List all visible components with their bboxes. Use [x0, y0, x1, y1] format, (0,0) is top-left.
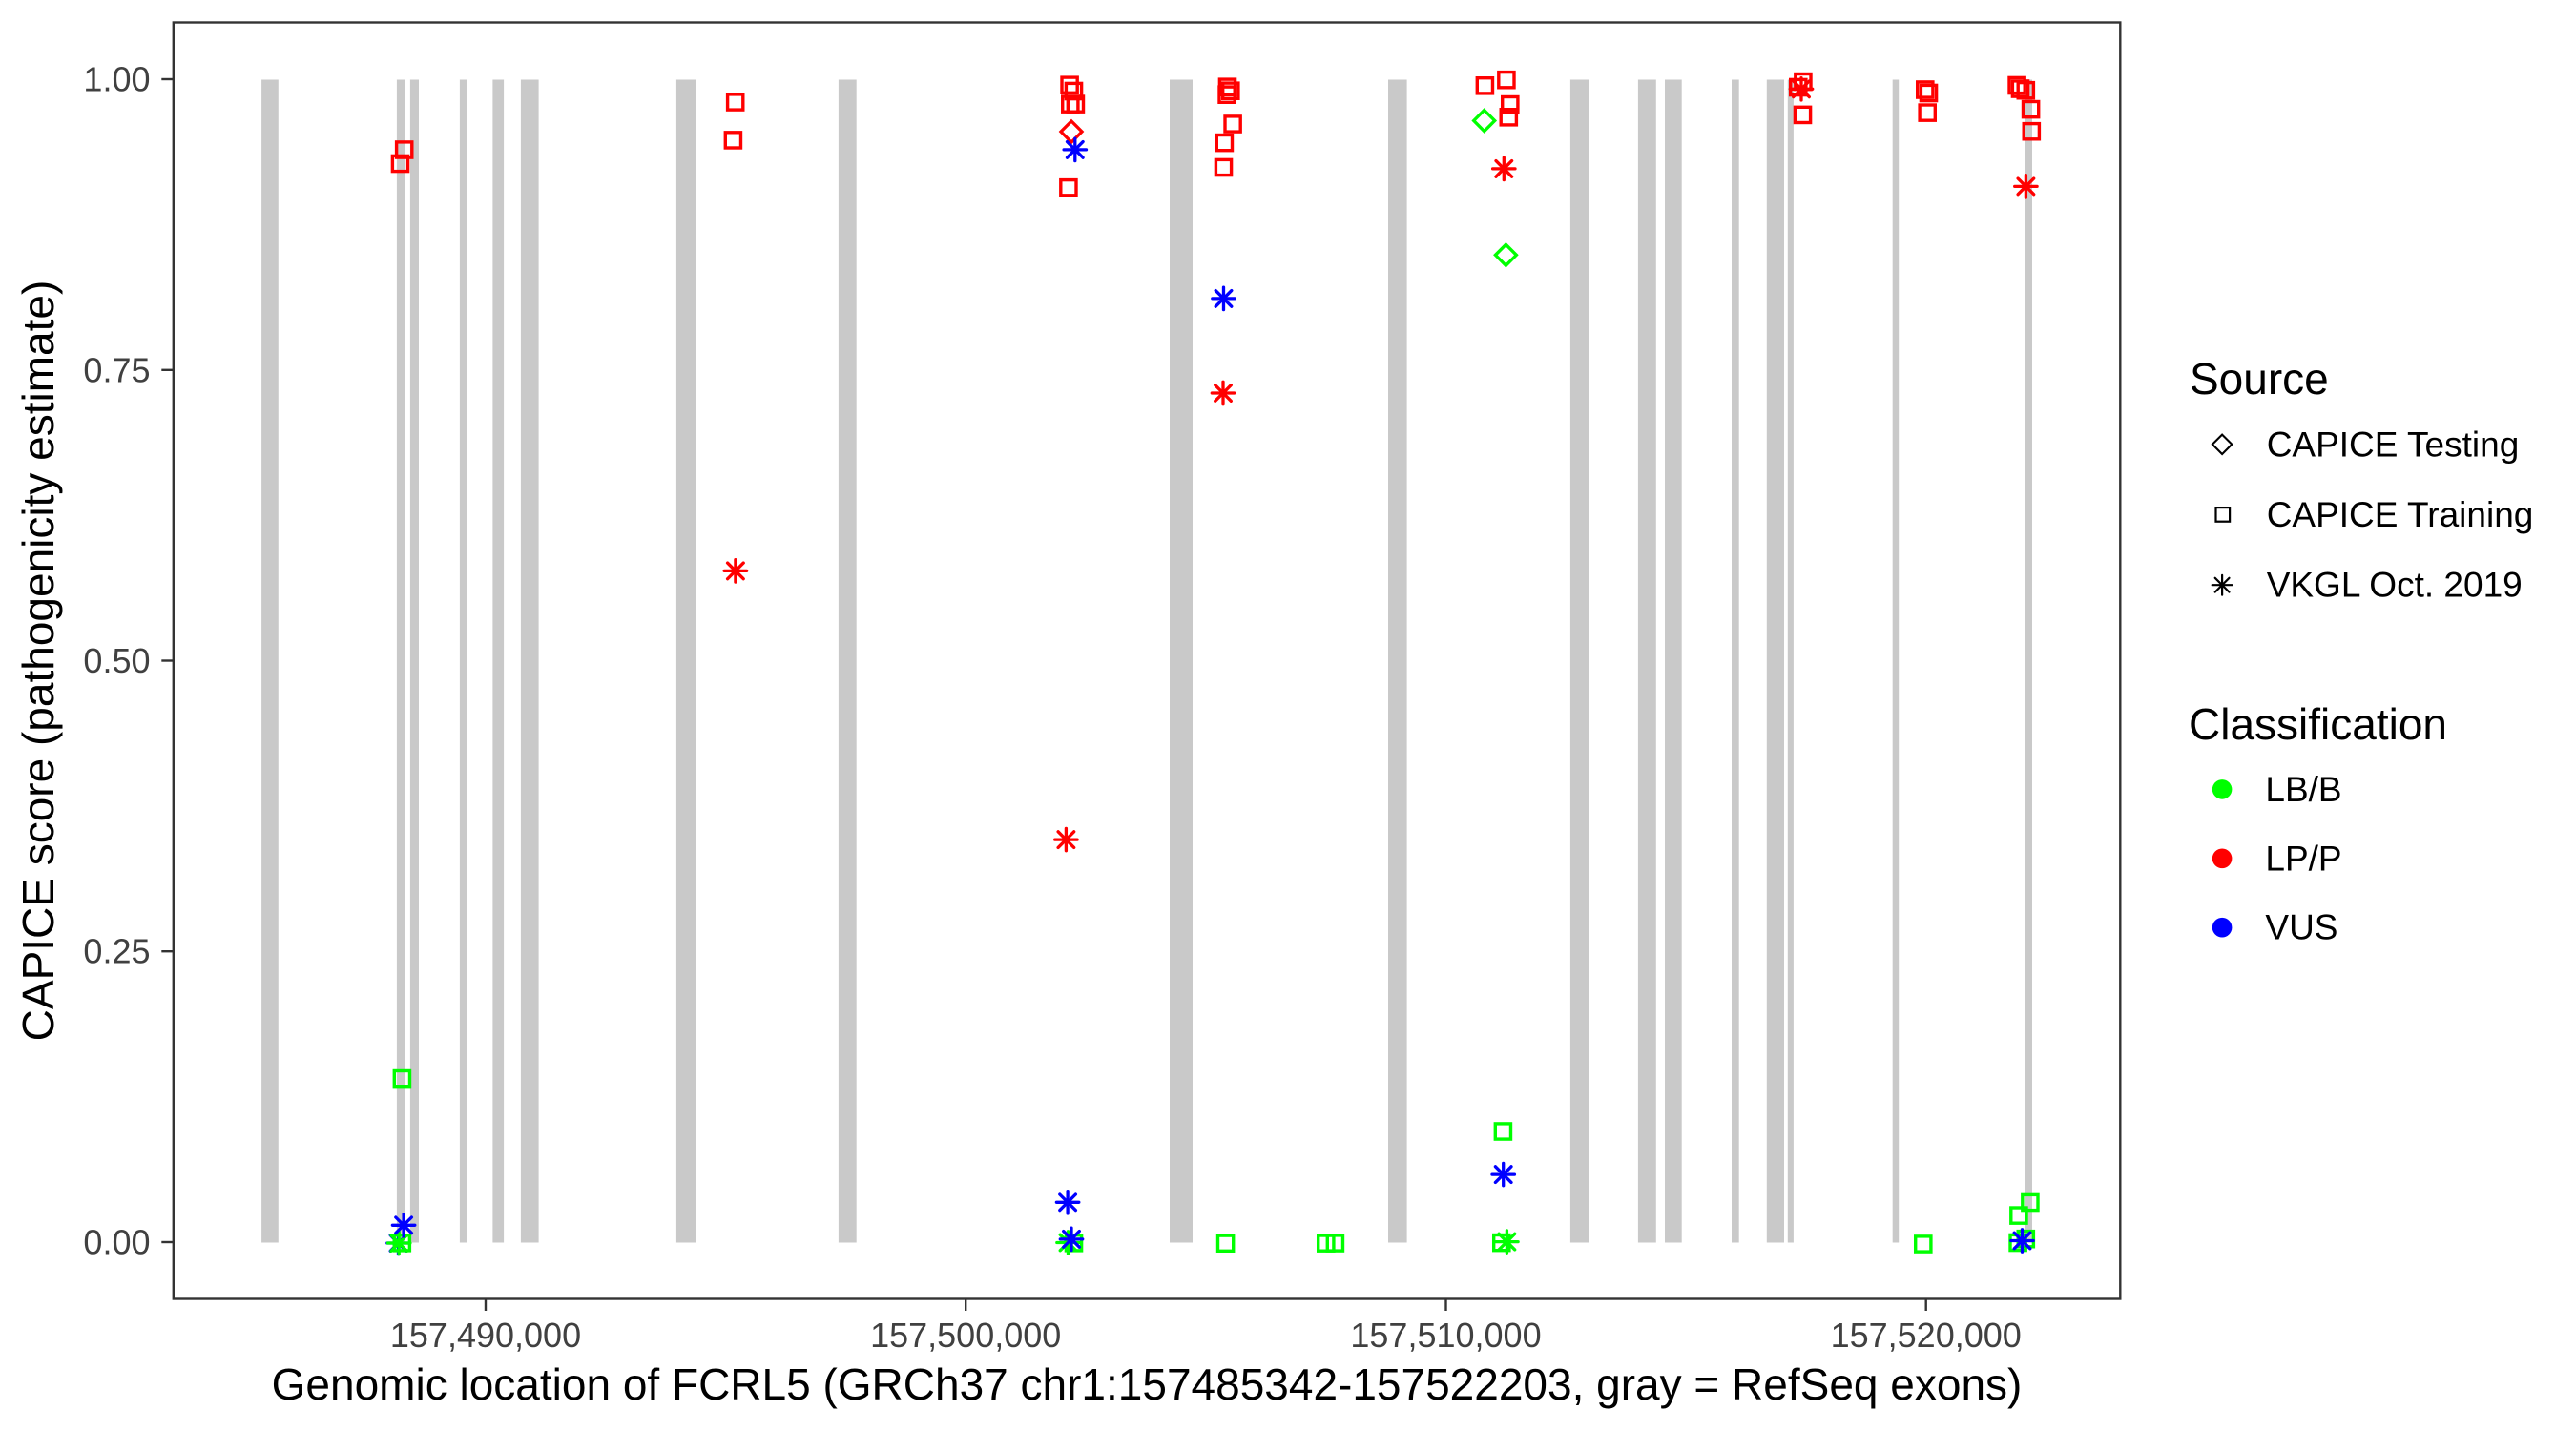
svg-text:VKGL Oct. 2019: VKGL Oct. 2019 — [2267, 566, 2523, 605]
svg-text:Genomic location of FCRL5 (GRC: Genomic location of FCRL5 (GRCh37 chr1:1… — [272, 1359, 2023, 1409]
svg-text:1.00: 1.00 — [83, 60, 150, 99]
svg-text:CAPICE Training: CAPICE Training — [2267, 495, 2534, 534]
svg-text:157,520,000: 157,520,000 — [1831, 1316, 2022, 1355]
svg-text:Classification: Classification — [2189, 699, 2447, 749]
svg-text:157,500,000: 157,500,000 — [870, 1316, 1061, 1355]
svg-text:Source: Source — [2190, 354, 2329, 404]
svg-text:VUS: VUS — [2265, 908, 2337, 947]
svg-text:157,510,000: 157,510,000 — [1350, 1316, 1541, 1355]
svg-text:CAPICE score (pathogenicity es: CAPICE score (pathogenicity estimate) — [13, 280, 63, 1042]
svg-text:LB/B: LB/B — [2265, 770, 2341, 809]
svg-text:0.25: 0.25 — [83, 932, 150, 971]
svg-text:0.50: 0.50 — [83, 641, 150, 680]
svg-text:CAPICE Testing: CAPICE Testing — [2267, 425, 2520, 464]
svg-text:0.00: 0.00 — [83, 1223, 150, 1262]
svg-text:157,490,000: 157,490,000 — [390, 1316, 581, 1355]
svg-text:0.75: 0.75 — [83, 350, 150, 389]
svg-text:LP/P: LP/P — [2265, 839, 2341, 878]
